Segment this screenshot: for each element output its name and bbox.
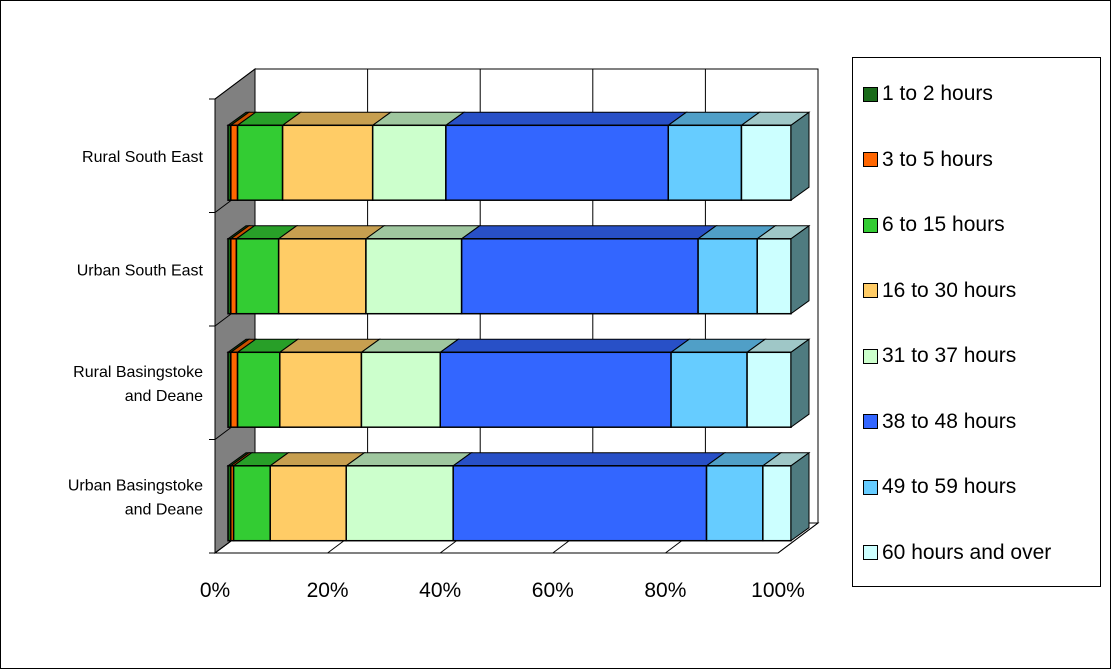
bar-segment-top bbox=[281, 111, 393, 126]
wall-line bbox=[214, 68, 256, 100]
bar-segment-top bbox=[460, 225, 718, 240]
legend-swatch bbox=[863, 545, 878, 560]
legend-item: 49 to 59 hours bbox=[863, 475, 1016, 499]
legend-item: 1 to 2 hours bbox=[863, 82, 993, 106]
x-tick-label: 40% bbox=[419, 579, 461, 602]
bar-segment-top bbox=[444, 111, 688, 126]
legend-swatch bbox=[863, 348, 878, 364]
x-tick-label: 0% bbox=[200, 579, 230, 602]
bar-segment-top bbox=[438, 338, 691, 353]
bar-segment bbox=[281, 124, 374, 201]
legend-item: 3 to 5 hours bbox=[863, 148, 993, 172]
bar-end-face bbox=[790, 111, 810, 202]
bar-segment bbox=[452, 465, 708, 542]
bar-segment bbox=[460, 238, 699, 315]
bar-segment bbox=[360, 351, 442, 428]
category-label-line: Urban Basingstoke bbox=[68, 477, 203, 494]
legend-label: 6 to 15 hours bbox=[882, 213, 1005, 236]
x-tick-label: 20% bbox=[307, 579, 349, 602]
floor-gridline bbox=[777, 522, 819, 554]
bar-segment bbox=[277, 238, 367, 315]
category-label-line: Rural Basingstoke bbox=[73, 364, 203, 381]
bar-segment-top bbox=[451, 452, 727, 467]
bar-segment bbox=[740, 124, 792, 201]
bar-segment bbox=[371, 124, 447, 201]
bar-segment bbox=[345, 465, 454, 542]
legend-label: 31 to 37 hours bbox=[882, 344, 1017, 367]
category-label: Urban Basingstoke and Deane bbox=[68, 477, 203, 518]
bar-segment bbox=[439, 351, 672, 428]
legend-swatch bbox=[863, 283, 878, 298]
bar-end-face bbox=[790, 338, 810, 429]
bar-segment bbox=[269, 465, 347, 542]
bar-segment bbox=[756, 238, 792, 315]
legend-item: 38 to 48 hours bbox=[863, 410, 1016, 434]
bar-segment bbox=[697, 238, 758, 315]
bar-segment bbox=[235, 238, 280, 315]
category-label: Rural South East bbox=[82, 149, 204, 166]
bar-segment-top bbox=[344, 452, 473, 467]
legend-swatch bbox=[863, 479, 878, 495]
category-label-line: Rural South East bbox=[82, 149, 204, 166]
legend: 1 to 2 hours 3 to 5 hours 6 to 15 hours 16 … bbox=[852, 57, 1101, 587]
bar-segment bbox=[445, 124, 670, 201]
legend-label: 60 hours and over bbox=[882, 540, 1052, 564]
category-label: Urban South East bbox=[77, 262, 204, 279]
legend-swatch bbox=[863, 152, 878, 167]
x-tick-label: 100% bbox=[751, 579, 805, 602]
bar-segment bbox=[279, 351, 363, 428]
bar-end-face bbox=[790, 224, 810, 315]
legend-item: 31 to 37 hours bbox=[863, 344, 1016, 368]
legend-label: 49 to 59 hours bbox=[882, 475, 1017, 498]
bar-segment bbox=[230, 351, 239, 428]
bar-segment bbox=[232, 465, 271, 542]
legend-label: 3 to 5 hours bbox=[882, 147, 993, 171]
x-tick-label: 80% bbox=[644, 579, 686, 602]
legend-swatch bbox=[863, 217, 878, 233]
legend-label: 16 to 30 hours bbox=[882, 278, 1017, 302]
bar-segment bbox=[670, 351, 748, 428]
bar-segment bbox=[746, 351, 792, 428]
bar-segment bbox=[236, 124, 284, 201]
category-label-line: and Deane bbox=[125, 388, 203, 405]
category-label-line: Urban South East bbox=[77, 262, 204, 279]
legend-swatch bbox=[863, 414, 878, 429]
x-tick-label: 60% bbox=[532, 579, 574, 602]
bar-segment bbox=[230, 124, 239, 201]
bar-segment bbox=[667, 124, 743, 201]
category-label: Rural Basingstoke and Deane bbox=[73, 364, 203, 405]
bar-end-face bbox=[790, 451, 810, 542]
legend-item: 60 hours and over bbox=[863, 541, 1051, 565]
legend-item: 16 to 30 hours bbox=[863, 279, 1016, 303]
bar-segment bbox=[705, 465, 764, 542]
bar-segment bbox=[762, 465, 792, 542]
bar-segment-top bbox=[364, 225, 482, 240]
bar-segment bbox=[365, 238, 463, 315]
legend-label: 38 to 48 hours bbox=[882, 409, 1017, 433]
legend-swatch bbox=[863, 86, 878, 102]
legend-label: 1 to 2 hours bbox=[882, 82, 993, 105]
category-label-line: and Deane bbox=[125, 501, 203, 518]
bar-segment bbox=[230, 238, 238, 315]
legend-item: 6 to 15 hours bbox=[863, 213, 1005, 237]
bar-segment bbox=[236, 351, 281, 428]
